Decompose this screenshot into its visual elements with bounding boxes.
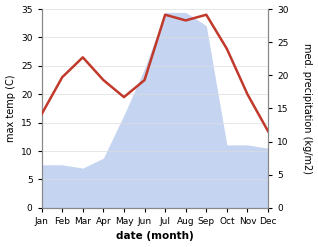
Y-axis label: max temp (C): max temp (C)	[5, 75, 16, 142]
Y-axis label: med. precipitation (kg/m2): med. precipitation (kg/m2)	[302, 43, 313, 174]
X-axis label: date (month): date (month)	[116, 231, 194, 242]
